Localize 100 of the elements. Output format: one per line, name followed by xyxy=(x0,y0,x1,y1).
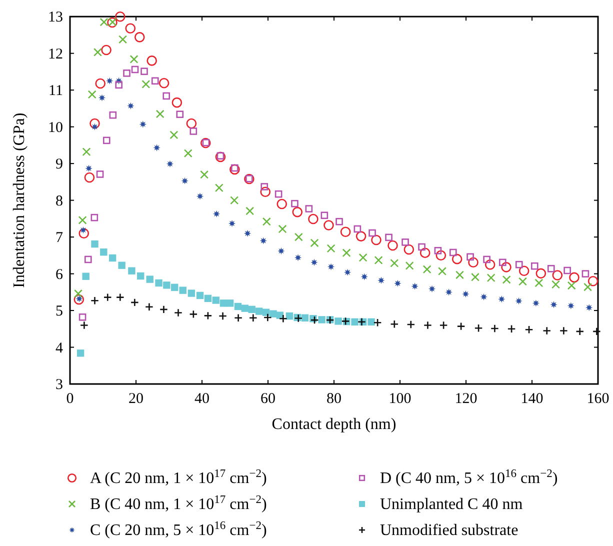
point xyxy=(248,314,258,322)
point xyxy=(80,320,88,330)
point xyxy=(159,305,168,314)
legend-label: Unmodified substrate xyxy=(380,522,518,539)
point xyxy=(78,313,86,321)
x-axis-title: Contact depth (nm) xyxy=(272,416,396,433)
point xyxy=(115,81,122,89)
point xyxy=(90,296,99,305)
point xyxy=(584,282,592,292)
point xyxy=(106,77,114,84)
point xyxy=(524,325,534,334)
point xyxy=(534,278,544,288)
point xyxy=(334,318,342,325)
point xyxy=(536,268,546,279)
point xyxy=(260,186,271,197)
point xyxy=(483,256,490,264)
point xyxy=(373,318,382,327)
point xyxy=(301,314,309,322)
point xyxy=(320,212,328,220)
point xyxy=(324,220,334,230)
point xyxy=(340,226,351,238)
point xyxy=(585,304,593,312)
point xyxy=(255,308,263,315)
point xyxy=(230,164,240,175)
y-tick-label: 12 xyxy=(48,46,63,62)
point xyxy=(404,244,414,255)
point xyxy=(96,170,104,178)
x-tick-label: 80 xyxy=(326,391,342,407)
point xyxy=(204,294,212,302)
point xyxy=(351,318,358,326)
point xyxy=(468,257,478,268)
point xyxy=(131,66,139,74)
point xyxy=(188,290,196,297)
point xyxy=(108,254,116,262)
point xyxy=(139,120,147,128)
point xyxy=(140,68,148,75)
point xyxy=(385,234,392,242)
point xyxy=(490,324,499,333)
y-tick-label: 4 xyxy=(56,340,64,356)
point xyxy=(436,250,446,261)
point xyxy=(466,253,474,261)
point xyxy=(80,226,87,234)
point xyxy=(179,286,186,294)
point xyxy=(449,248,457,256)
point xyxy=(394,280,402,287)
point xyxy=(390,320,399,328)
point xyxy=(501,262,512,272)
point xyxy=(260,183,268,190)
point xyxy=(196,192,204,200)
y-tick-label: 11 xyxy=(48,83,63,100)
point xyxy=(434,246,442,254)
point xyxy=(588,276,598,286)
point xyxy=(294,254,302,262)
point xyxy=(336,218,343,226)
point xyxy=(368,229,376,237)
x-tick-label: 120 xyxy=(454,391,478,407)
point xyxy=(234,302,242,310)
y-axis-title: Indentation hardness (GPa) xyxy=(11,112,28,288)
point xyxy=(134,32,145,42)
point xyxy=(153,144,160,152)
y-tick-label: 9 xyxy=(56,156,63,173)
point xyxy=(542,326,552,335)
y-tick-label: 10 xyxy=(48,120,63,136)
point xyxy=(550,301,558,308)
point xyxy=(439,320,448,330)
point xyxy=(91,240,98,248)
point xyxy=(292,206,303,218)
point xyxy=(452,254,462,264)
point xyxy=(196,292,204,300)
point xyxy=(582,270,590,278)
point xyxy=(342,248,351,258)
point xyxy=(118,35,128,44)
point xyxy=(308,214,318,224)
x-tick-label: 0 xyxy=(66,391,74,407)
x-tick-label: 100 xyxy=(388,391,412,407)
point xyxy=(294,232,303,242)
point xyxy=(374,256,383,264)
point xyxy=(411,282,418,290)
point xyxy=(84,256,92,264)
point xyxy=(214,184,224,192)
point xyxy=(82,148,91,156)
point xyxy=(82,272,90,280)
point xyxy=(358,253,368,262)
point xyxy=(218,312,228,320)
point xyxy=(445,288,452,296)
point xyxy=(318,316,326,324)
legend-label: Unimplanted C 40 nm xyxy=(380,496,524,513)
point xyxy=(212,210,220,218)
point xyxy=(498,258,506,266)
point xyxy=(181,177,188,184)
point xyxy=(388,240,398,251)
point xyxy=(98,94,106,102)
point xyxy=(95,78,106,89)
y-tick-label: 3 xyxy=(56,377,63,393)
legend-label: D (C 40 nm, 5 × 10$^{16}$ cm$^{−2}$) xyxy=(380,468,558,487)
point xyxy=(90,214,98,222)
point xyxy=(248,306,256,314)
point xyxy=(212,296,220,304)
point xyxy=(215,152,226,162)
point xyxy=(146,56,157,66)
